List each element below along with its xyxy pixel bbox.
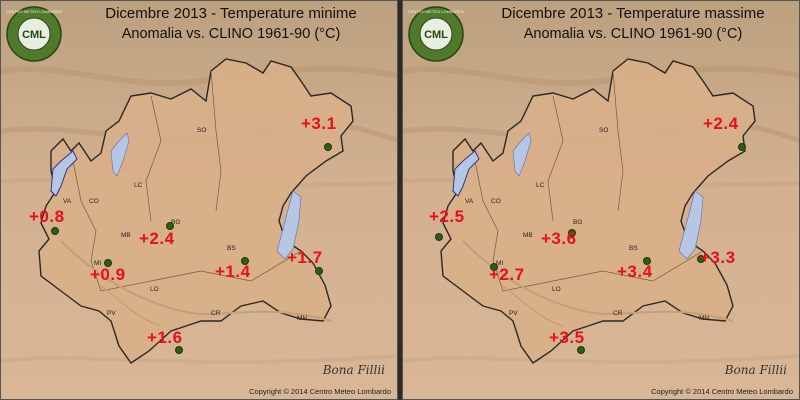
map-panel-minimum: CML CENTRO METEO LOMBARDO Dicembre 2013 … [0, 0, 398, 400]
svg-text:CML: CML [424, 29, 448, 41]
station-dot [241, 257, 249, 265]
anomaly-va: +2.5 [429, 207, 465, 226]
city-label-lo: LO [552, 286, 561, 293]
anomaly-bs: +1.4 [215, 262, 251, 281]
station-dot [175, 346, 183, 354]
city-label-so: SO [599, 127, 609, 134]
city-label-mi: MI [496, 260, 504, 267]
map-subtitle: Anomalia vs. CLINO 1961-90 (°C) [523, 26, 743, 42]
city-label-cr: CR [613, 310, 623, 317]
city-label-pv: PV [107, 310, 116, 317]
anomaly-va: +0.8 [29, 207, 65, 226]
city-label-mn: MN [699, 315, 710, 322]
city-label-co: CO [491, 198, 501, 205]
anomaly-mi: +0.9 [90, 265, 126, 284]
city-label-bg: BG [171, 219, 181, 226]
anomaly-bg: +3.6 [541, 229, 577, 248]
city-label-cr: CR [211, 310, 221, 317]
svg-text:CML: CML [22, 29, 46, 41]
copyright: Copyright © 2014 Centro Meteo Lombardo [651, 387, 793, 396]
city-label-lc: LC [536, 182, 545, 189]
anomaly-mi: +2.7 [489, 265, 525, 284]
city-label-pv: PV [509, 310, 518, 317]
station-dot [577, 346, 585, 354]
signature: Bona Fillii [322, 363, 385, 377]
lombardy-map [1, 1, 397, 399]
station-dot [51, 227, 59, 235]
station-dot [738, 143, 746, 151]
cml-logo: CML CENTRO METEO LOMBARDO [408, 6, 464, 62]
lombardy-map [403, 1, 799, 399]
city-label-so: SO [197, 127, 207, 134]
svg-text:CENTRO METEO LOMBARDO: CENTRO METEO LOMBARDO [6, 9, 62, 14]
city-label-va: VA [63, 198, 72, 205]
city-label-mb: MB [523, 232, 533, 239]
anomaly-bs: +3.4 [617, 262, 653, 281]
map-title: Dicembre 2013 - Temperature minime [105, 5, 357, 22]
svg-text:CENTRO METEO LOMBARDO: CENTRO METEO LOMBARDO [408, 9, 464, 14]
anomaly-so: +2.4 [703, 114, 739, 133]
station-dot [697, 255, 705, 263]
city-label-bs: BS [227, 245, 236, 252]
station-dot [315, 267, 323, 275]
city-label-mb: MB [121, 232, 131, 239]
city-label-bs: BS [629, 245, 638, 252]
map-panel-maximum: CML CENTRO METEO LOMBARDO Dicembre 2013 … [402, 0, 800, 400]
signature: Bona Fillii [724, 363, 787, 377]
anomaly-cr: +1.6 [147, 328, 183, 347]
city-label-lo: LO [150, 286, 159, 293]
city-label-va: VA [465, 198, 474, 205]
anomaly-so: +3.1 [301, 114, 337, 133]
map-subtitle: Anomalia vs. CLINO 1961-90 (°C) [121, 26, 341, 42]
copyright: Copyright © 2014 Centro Meteo Lombardo [249, 387, 391, 396]
anomaly-cr: +3.5 [549, 328, 585, 347]
station-dot [324, 143, 332, 151]
city-label-co: CO [89, 198, 99, 205]
cml-logo: CML CENTRO METEO LOMBARDO [6, 6, 62, 62]
city-label-bg: BG [573, 219, 583, 226]
anomaly-gd: +3.3 [700, 248, 736, 267]
anomaly-bg: +2.4 [139, 229, 175, 248]
station-dot [166, 222, 174, 230]
station-dot [490, 263, 498, 271]
station-dot [568, 229, 576, 237]
station-dot [104, 259, 112, 267]
map-title: Dicembre 2013 - Temperature massime [501, 5, 765, 22]
station-dot [643, 257, 651, 265]
city-label-lc: LC [134, 182, 143, 189]
anomaly-gd: +1.7 [287, 248, 323, 267]
station-dot [435, 233, 443, 241]
city-label-mn: MN [297, 315, 308, 322]
city-label-mi: MI [94, 260, 102, 267]
